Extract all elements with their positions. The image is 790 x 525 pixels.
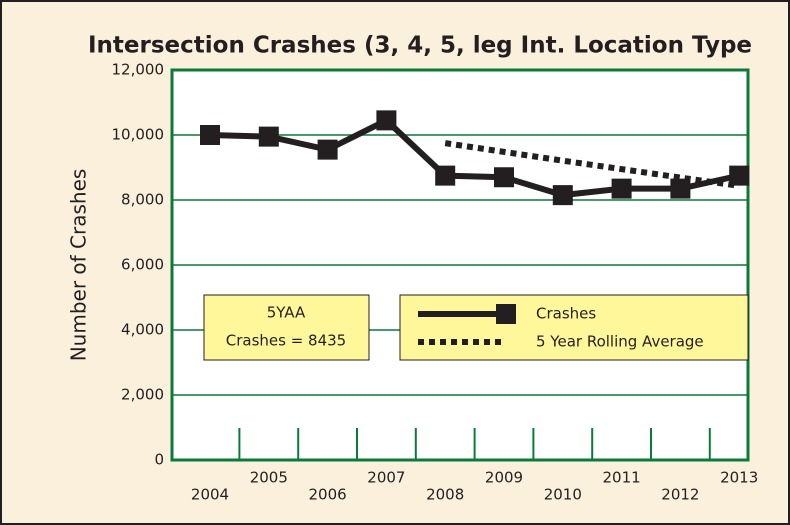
y-tick-label: 2,000	[121, 386, 164, 404]
y-tick-label: 8,000	[121, 191, 164, 209]
series-line	[209, 116, 740, 199]
annotation-box	[203, 294, 370, 361]
marker	[670, 178, 691, 199]
chart-title: Intersection Crashes (3, 4, 5, leg Int. …	[88, 33, 752, 59]
annotation-text: Crashes = 8435	[226, 332, 346, 350]
legend-marker	[496, 304, 516, 324]
x-tick-label: 2012	[661, 486, 699, 504]
y-tick-label: 0	[154, 451, 164, 469]
y-tick-label: 6,000	[121, 256, 164, 274]
y-tick-label: 10,000	[112, 126, 165, 144]
legend-label: 5 Year Rolling Average	[536, 333, 704, 351]
x-tick-label: 2013	[720, 469, 758, 487]
y-axis-label: Number of Crashes	[67, 169, 91, 362]
marker	[376, 110, 397, 131]
y-tick-label: 12,000	[112, 61, 165, 79]
marker	[494, 167, 514, 188]
x-tick-label: 2007	[367, 469, 405, 487]
legend-label: Crashes	[536, 305, 596, 323]
marker	[611, 178, 632, 199]
x-tick-label: 2004	[191, 486, 229, 504]
y-tick-label: 4,000	[121, 321, 164, 339]
marker	[317, 139, 338, 160]
marker	[200, 125, 220, 145]
marker	[552, 185, 573, 206]
marker	[258, 126, 279, 147]
x-tick-label: 2010	[544, 486, 582, 504]
x-tick-label: 2005	[250, 469, 288, 487]
marker	[435, 165, 456, 186]
x-tick-label: 2006	[309, 486, 347, 504]
annotation-text: 5YAA	[267, 304, 306, 322]
x-tick-label: 2008	[426, 486, 464, 504]
x-tick-label: 2009	[485, 469, 523, 487]
x-tick-label: 2011	[603, 469, 641, 487]
marker	[729, 165, 750, 186]
legend-box	[399, 294, 749, 361]
series-line	[444, 140, 740, 189]
